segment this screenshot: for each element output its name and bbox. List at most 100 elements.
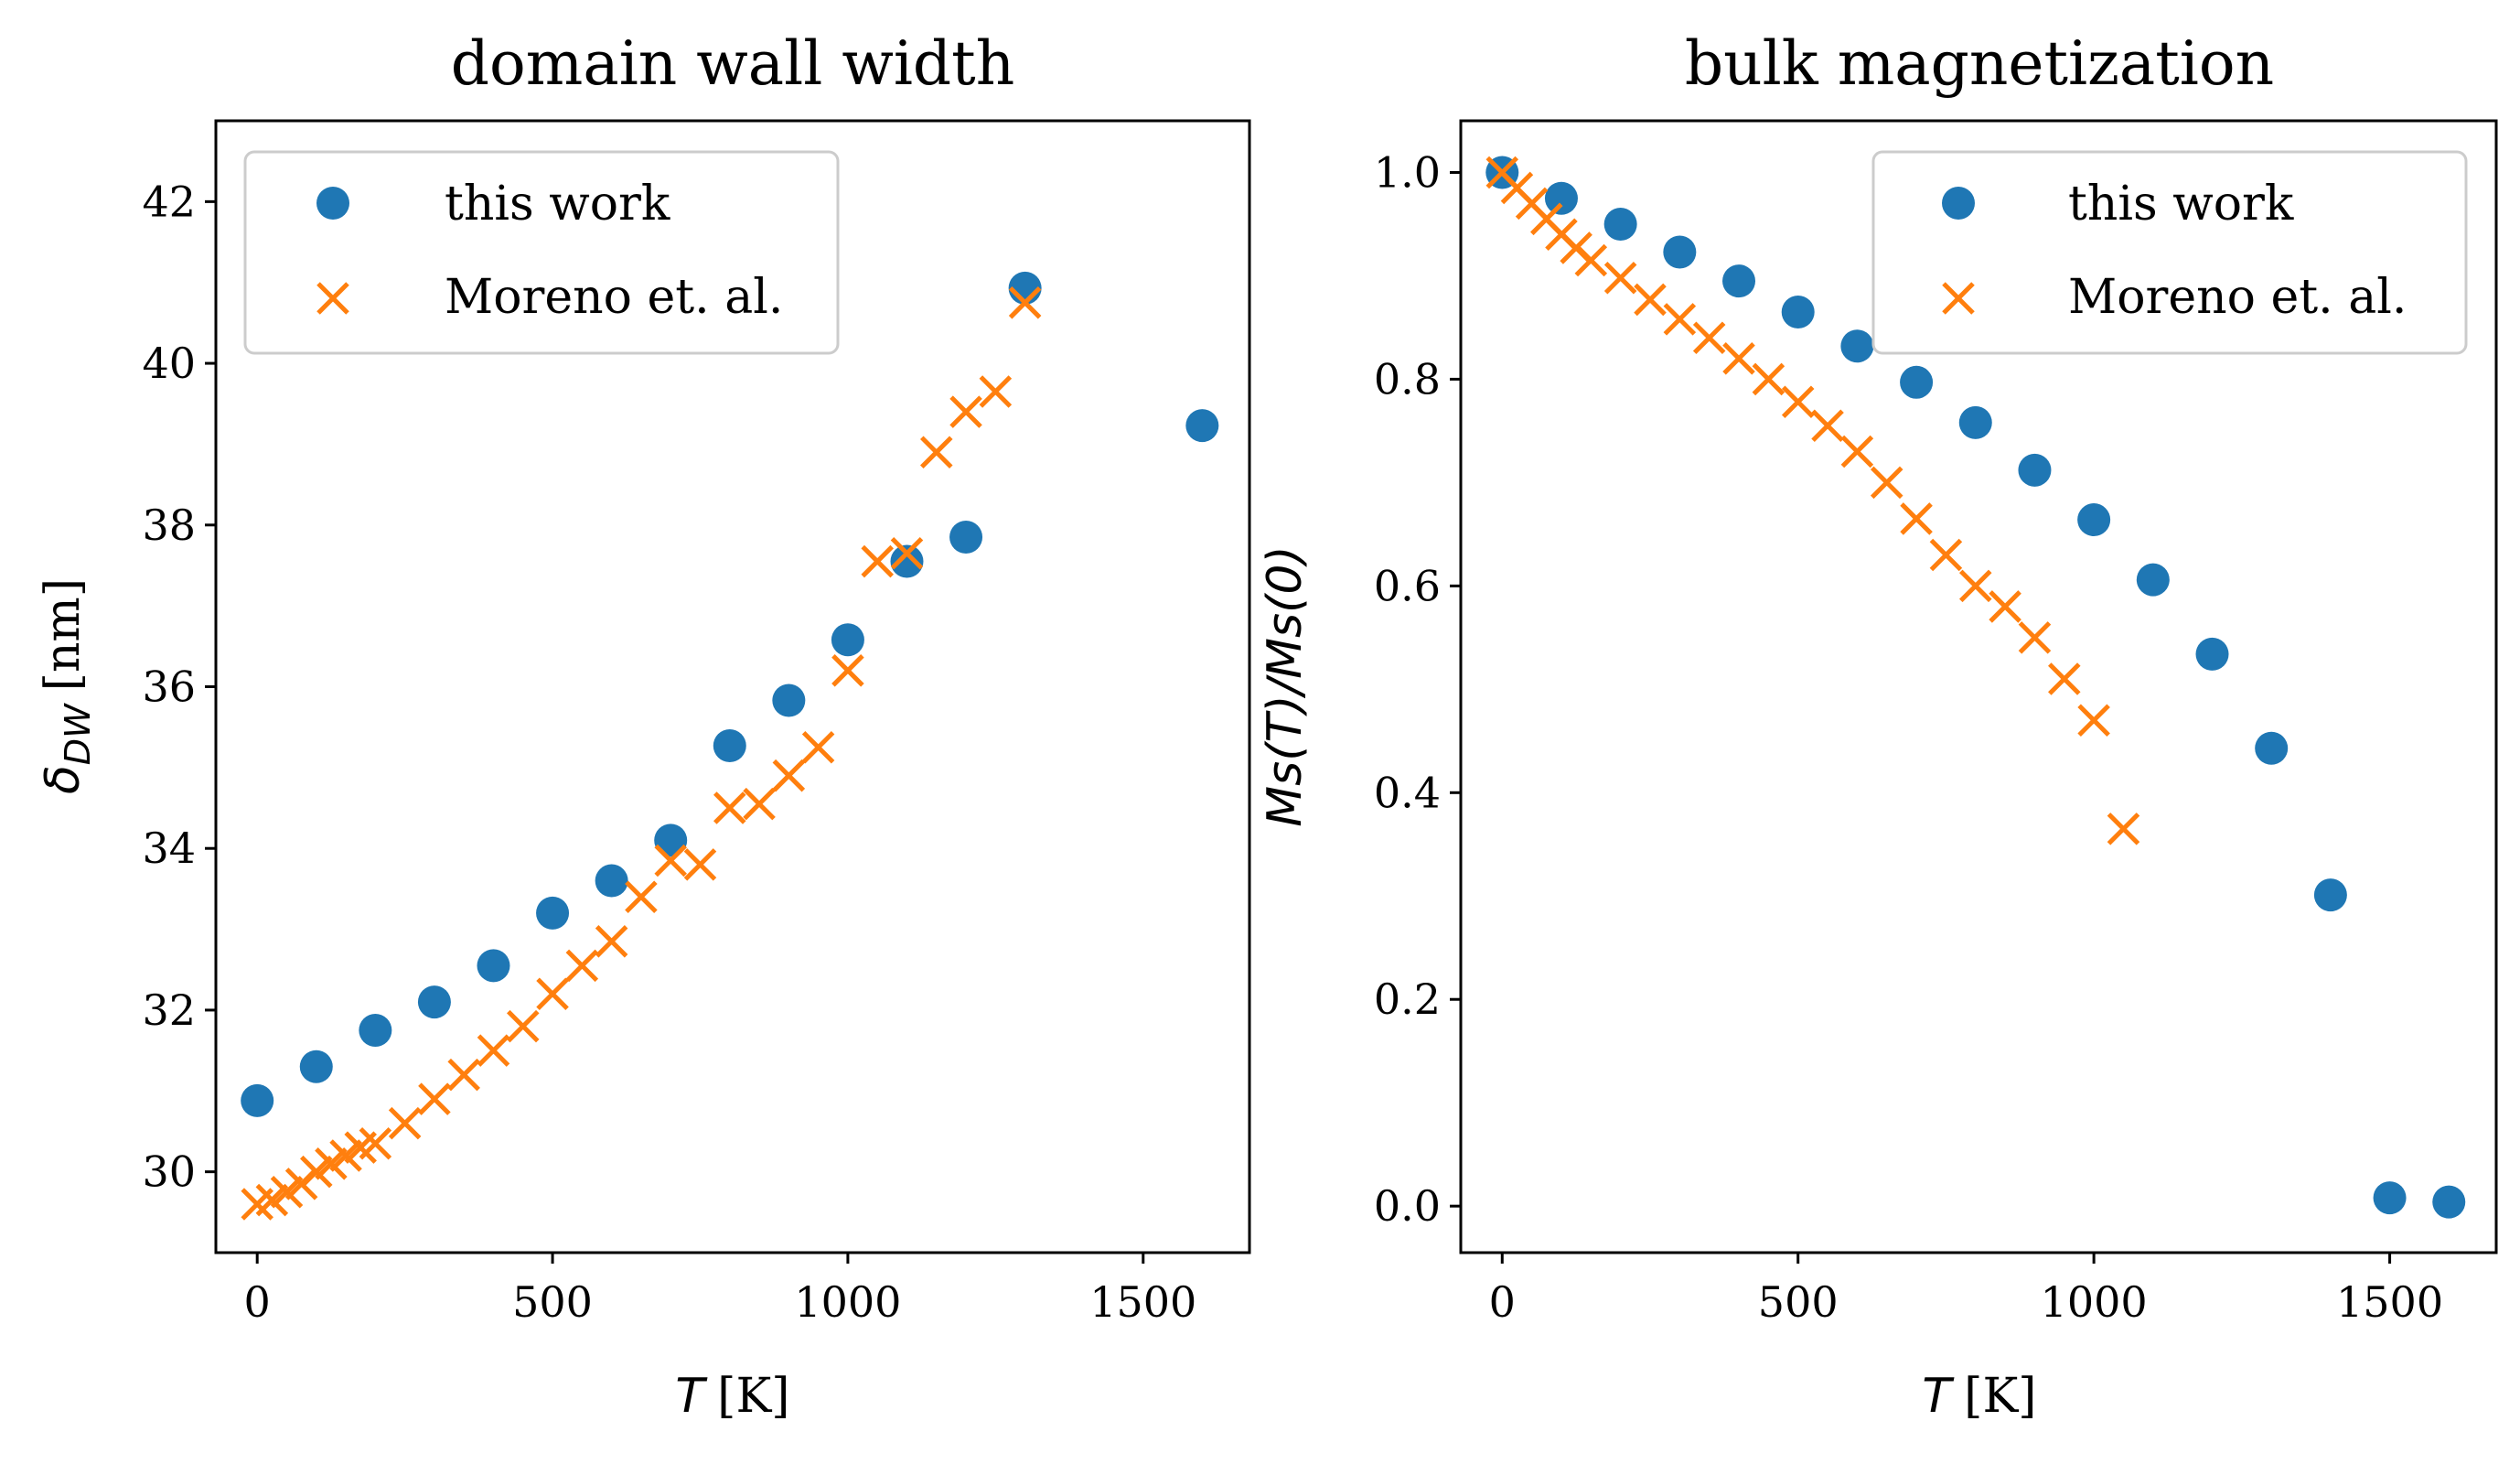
y-tick-label: 34 [142,824,196,873]
data-point-moreno [1722,342,1755,375]
data-point-moreno [1692,321,1726,355]
data-point-this-work [2255,731,2289,765]
data-point-moreno [300,1155,333,1189]
plot-frame [1459,119,2498,1254]
data-point-this-work [1603,207,1637,241]
data-point-moreno [683,848,717,881]
data-point-moreno [1008,286,1042,319]
data-point-this-work [1663,235,1697,269]
data-point-moreno [1959,569,1992,603]
data-point-this-work [890,544,924,578]
data-point-moreno [654,844,687,877]
y-tick-label: 0.6 [1374,561,1441,610]
x-tick-label: 1500 [2336,1277,2443,1327]
data-point-moreno [270,1175,304,1209]
data-point-moreno [949,395,982,428]
legend-label-this-work: this work [2068,177,2294,231]
x-tick-label: 0 [244,1277,271,1327]
data-point-this-work [772,684,806,717]
legend: this work Moreno et. al. [243,150,840,355]
legend-label-moreno: Moreno et. al. [2068,270,2407,325]
y-axis-subscript: DW [58,703,98,765]
data-point-moreno [418,1082,451,1115]
data-point-moreno [329,1139,362,1172]
data-point-moreno [1634,283,1667,317]
data-point-moreno [2048,662,2081,695]
x-tick-label: 500 [512,1277,593,1327]
data-point-moreno [1574,243,1608,277]
data-point-this-work [2077,503,2111,537]
data-point-moreno [890,536,924,570]
data-point-moreno [625,880,658,913]
x-tick-label: 1000 [794,1277,901,1327]
data-point-moreno [772,759,806,792]
legend-marker-this-work [316,187,349,220]
data-point-moreno [1870,466,1903,500]
panel-domain-wall-width: domain wall width 0 500 1000 1500 30 32 34 36 38… [36,28,1251,1424]
legend: this work Moreno et. al. [1871,150,2468,355]
data-point-moreno [979,375,1013,408]
chart-title: bulk magnetization [1685,28,2274,99]
data-point-moreno [1989,590,2021,623]
data-point-this-work [2195,637,2229,671]
data-point-moreno [1929,538,1963,572]
x-tick-label: 1000 [2041,1277,2148,1327]
data-point-moreno [713,791,746,824]
x-tick-label: 1500 [1089,1277,1196,1327]
x-axis-label: T [K] [675,1369,789,1424]
data-point-moreno [2107,813,2140,845]
data-point-this-work [1185,409,1219,443]
y-tick-label: 0.2 [1374,974,1441,1024]
x-axis-variable: T [1922,1369,1955,1424]
x-axis-label: T [K] [1922,1369,2036,1424]
y-tick-label: 42 [142,177,196,226]
data-point-this-work [359,1014,392,1048]
data-point-moreno [359,1126,392,1160]
legend-label-this-work: this work [445,177,670,231]
y-axis-label: Ms(T)/Ms(0) [1258,545,1313,826]
y-axis-unit: [nm] [36,578,91,691]
data-point-moreno [595,925,628,958]
y-tick-label: 36 [142,662,196,712]
legend-marker-moreno [1942,282,1975,315]
data-point-moreno [801,731,835,764]
data-point-this-work [536,896,570,930]
legend-marker-moreno [316,282,349,315]
panel-bulk-magnetization: bulk magnetization 0 500 1000 1500 0.0 0.2 0.4… [1258,28,2498,1424]
data-point-this-work [477,949,510,983]
data-point-moreno [2077,704,2110,737]
legend-label-moreno: Moreno et. al. [445,270,783,325]
legend-box [1871,150,2468,355]
data-point-moreno [831,654,864,687]
legend-marker-this-work [1942,187,1975,220]
data-point-moreno [920,436,953,469]
y-tick-label: 32 [142,985,196,1035]
x-tick-label: 500 [1758,1277,1839,1327]
data-point-moreno [1900,502,1933,535]
data-point-moreno [477,1034,510,1067]
data-point-moreno [743,787,776,821]
data-point-moreno [447,1058,480,1092]
y-tick-label: 0.8 [1374,354,1441,404]
data-point-this-work [949,521,983,554]
data-point-this-work [654,824,688,857]
chart-title: domain wall width [451,28,1014,99]
y-tick-label: 40 [142,339,196,388]
data-point-this-work [2432,1185,2466,1219]
data-point-this-work [713,729,746,763]
data-point-this-work [2136,563,2170,597]
data-point-this-work [299,1050,333,1083]
x-axis-unit: [K] [717,1369,789,1424]
data-point-this-work [1900,365,1934,399]
data-point-moreno [536,977,569,1011]
data-point-this-work [1722,264,1756,298]
y-tick-label: 38 [142,501,196,550]
legend-box [243,150,840,355]
data-point-moreno [315,1147,348,1180]
data-point-moreno [1811,409,1844,443]
data-point-moreno [1603,261,1637,295]
data-point-moreno [1781,385,1815,419]
data-point-this-work [2018,453,2052,487]
data-point-this-work [831,623,864,657]
